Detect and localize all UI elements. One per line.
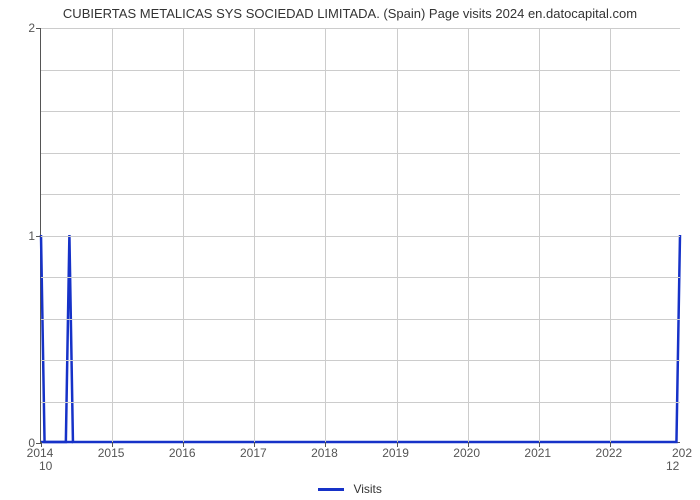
gridline-vertical [539, 28, 540, 442]
x-tick-label: 2021 [524, 446, 551, 460]
y-tick-label: 2 [5, 21, 35, 35]
gridline-vertical [468, 28, 469, 442]
x-tick-label: 2019 [382, 446, 409, 460]
x-tick-label: 2016 [169, 446, 196, 460]
gridline-vertical [112, 28, 113, 442]
gridline-vertical [254, 28, 255, 442]
plot-area [40, 28, 680, 443]
gridline-horizontal [41, 236, 680, 237]
gridline-horizontal [41, 28, 680, 29]
x-tick-label: 2022 [596, 446, 623, 460]
gridline-vertical [397, 28, 398, 442]
x-tick-label: 2017 [240, 446, 267, 460]
x-tick-label: 2018 [311, 446, 338, 460]
gridline-horizontal-minor [41, 153, 680, 154]
gridline-horizontal-minor [41, 402, 680, 403]
chart-container: CUBIERTAS METALICAS SYS SOCIEDAD LIMITAD… [0, 0, 700, 500]
gridline-horizontal-minor [41, 111, 680, 112]
x-tick-label: 2020 [453, 446, 480, 460]
gridline-horizontal-minor [41, 360, 680, 361]
legend-label: Visits [353, 482, 381, 496]
gridline-horizontal-minor [41, 70, 680, 71]
gridline-vertical [610, 28, 611, 442]
gridline-vertical [325, 28, 326, 442]
gridline-vertical [183, 28, 184, 442]
x-tick-label: 2014 [27, 446, 54, 460]
bottom-left-aux-label: 10 [39, 459, 52, 473]
bottom-right-aux-label: 12 [666, 459, 679, 473]
y-tick-label: 1 [5, 229, 35, 243]
gridline-horizontal-minor [41, 277, 680, 278]
chart-title: CUBIERTAS METALICAS SYS SOCIEDAD LIMITAD… [0, 6, 700, 21]
x-tick-label-partial: 202 [672, 446, 692, 460]
legend: Visits [0, 481, 700, 496]
gridline-horizontal-minor [41, 319, 680, 320]
series-line [41, 235, 680, 442]
gridline-horizontal-minor [41, 194, 680, 195]
legend-swatch [318, 488, 344, 491]
x-tick-label: 2015 [98, 446, 125, 460]
